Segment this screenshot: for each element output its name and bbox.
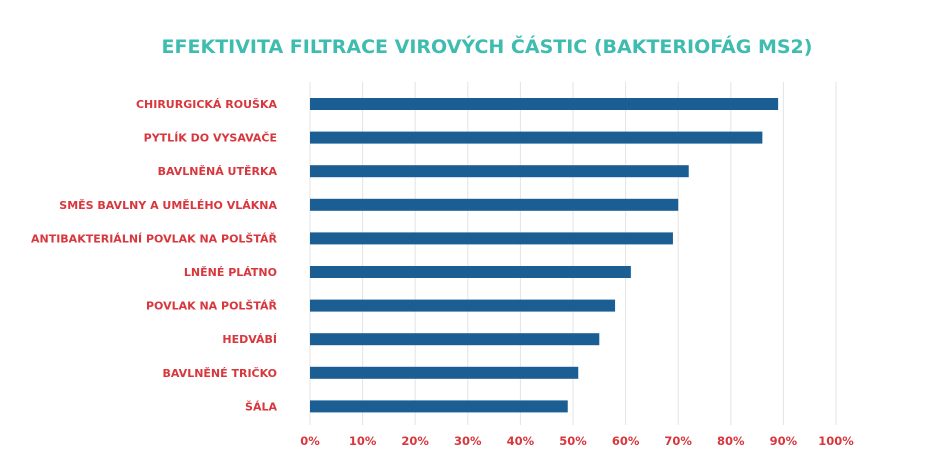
x-tick-label: 70% (664, 434, 692, 448)
category-labels: CHIRURGICKÁ ROUŠKA PYTLÍK DO VYSAVAČE BAVL… (31, 98, 278, 413)
chart-title: EFEKTIVITA FILTRACE VIROVÝCH ČÁSTIC (BAK… (162, 34, 813, 58)
x-tick-label: 20% (401, 434, 429, 448)
x-tick-label: 90% (770, 434, 798, 448)
bar (310, 232, 673, 245)
category-label: BAVLNĚNÉ TRIČKO (163, 367, 277, 380)
bar (310, 198, 679, 211)
x-axis-tick-labels: 0% 10% 20% 30% 40% 50% 60% 70% 80% 90% 100% (300, 434, 854, 448)
bars (310, 98, 779, 413)
bar (310, 299, 616, 312)
x-tick-label: 60% (612, 434, 640, 448)
x-tick-label: 30% (454, 434, 482, 448)
x-tick-label: 50% (559, 434, 587, 448)
category-label: BAVLNĚNÁ UTĚRKA (158, 165, 278, 178)
bar (310, 131, 763, 144)
x-tick-label: 0% (300, 434, 320, 448)
bar (310, 165, 689, 178)
bar (310, 266, 631, 278)
bar (310, 333, 600, 346)
category-label: POVLAK NA POLŠTÁŘ (146, 300, 278, 313)
category-label: ŠÁLA (245, 400, 277, 413)
category-label: PYTLÍK DO VYSAVAČE (144, 132, 277, 145)
bar (310, 366, 579, 379)
category-label: ANTIBAKTERIÁLNÍ POVLAK NA POLŠTÁŘ (31, 232, 278, 245)
bar (310, 98, 779, 110)
category-label: HEDVÁBÍ (222, 333, 277, 346)
bar (310, 400, 568, 413)
x-tick-label: 40% (507, 434, 535, 448)
category-label: SMĚS BAVLNY A UMĚLÉHO VLÁKNA (59, 199, 277, 212)
category-label: LNĚNÉ PLÁTNO (184, 266, 277, 279)
x-tick-label: 80% (717, 434, 745, 448)
x-tick-label: 10% (349, 434, 377, 448)
category-label: CHIRURGICKÁ ROUŠKA (136, 98, 278, 111)
x-tick-label: 100% (818, 434, 854, 448)
